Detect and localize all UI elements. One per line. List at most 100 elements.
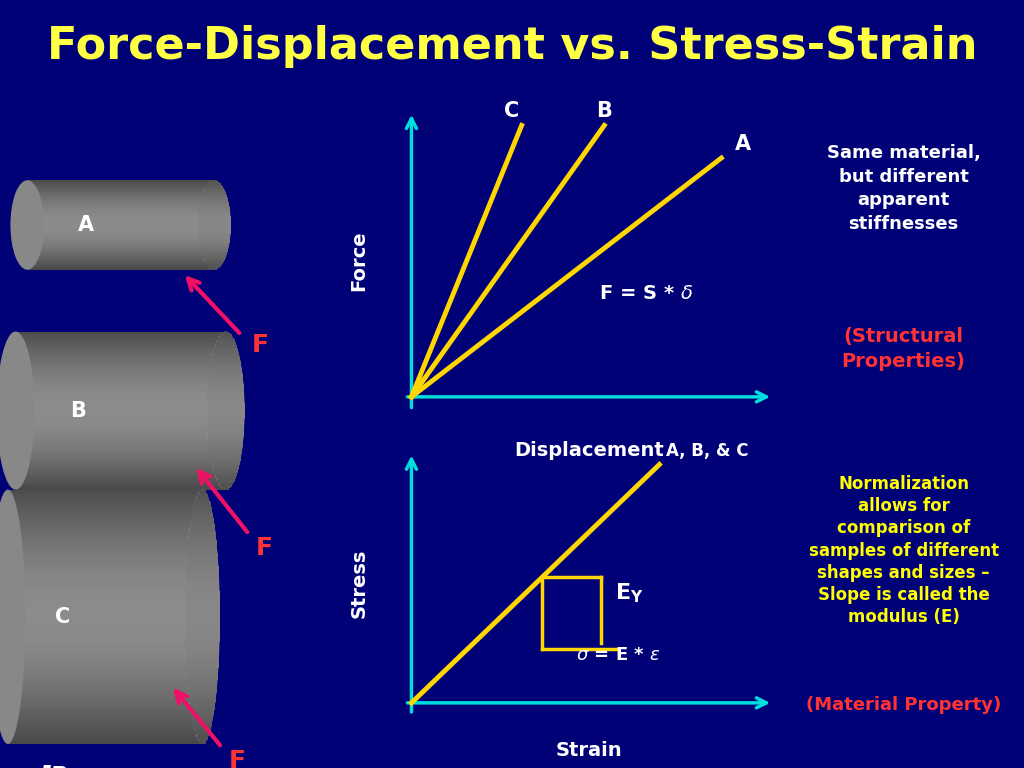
Polygon shape (15, 442, 225, 445)
Polygon shape (220, 485, 231, 487)
Polygon shape (185, 650, 219, 655)
Polygon shape (8, 613, 203, 617)
Polygon shape (8, 549, 203, 553)
Polygon shape (28, 207, 214, 209)
Polygon shape (28, 187, 214, 189)
Polygon shape (15, 463, 225, 466)
Text: Stress: Stress (350, 549, 369, 618)
Polygon shape (205, 187, 223, 189)
Polygon shape (15, 426, 225, 429)
Polygon shape (198, 216, 230, 217)
Polygon shape (218, 337, 233, 339)
Polygon shape (28, 244, 214, 246)
Polygon shape (28, 194, 214, 195)
Polygon shape (8, 574, 203, 578)
Polygon shape (8, 697, 203, 701)
Polygon shape (200, 247, 228, 249)
Polygon shape (15, 363, 225, 366)
Polygon shape (8, 655, 203, 659)
Polygon shape (8, 490, 203, 744)
Polygon shape (209, 445, 243, 448)
Polygon shape (15, 376, 225, 379)
Polygon shape (15, 429, 225, 432)
Polygon shape (189, 528, 215, 532)
Polygon shape (198, 214, 230, 216)
Polygon shape (186, 561, 218, 566)
Polygon shape (195, 727, 211, 731)
Polygon shape (28, 192, 214, 194)
Polygon shape (15, 437, 225, 439)
Polygon shape (8, 578, 203, 583)
Polygon shape (195, 502, 211, 507)
Polygon shape (214, 347, 238, 350)
Polygon shape (198, 211, 230, 213)
Polygon shape (198, 236, 230, 237)
Polygon shape (205, 260, 223, 262)
Polygon shape (185, 647, 219, 650)
Polygon shape (28, 227, 214, 228)
Polygon shape (213, 466, 239, 468)
Polygon shape (28, 257, 214, 258)
Polygon shape (207, 424, 245, 426)
Polygon shape (15, 458, 225, 461)
Polygon shape (8, 672, 203, 676)
Polygon shape (199, 243, 229, 244)
Polygon shape (8, 731, 203, 736)
Polygon shape (207, 402, 245, 406)
Polygon shape (15, 332, 225, 334)
Text: F: F (228, 749, 246, 768)
Polygon shape (8, 642, 203, 647)
Polygon shape (28, 255, 214, 257)
Polygon shape (8, 545, 203, 549)
Polygon shape (8, 490, 203, 494)
Polygon shape (15, 482, 225, 485)
Polygon shape (8, 532, 203, 536)
Polygon shape (214, 472, 238, 474)
Polygon shape (15, 413, 225, 415)
Text: A, B, & C: A, B, & C (667, 442, 749, 460)
Polygon shape (189, 697, 216, 701)
Polygon shape (28, 182, 214, 184)
Polygon shape (8, 710, 203, 714)
Polygon shape (15, 479, 225, 482)
Polygon shape (186, 672, 218, 676)
Polygon shape (15, 369, 225, 371)
Polygon shape (201, 252, 227, 253)
Polygon shape (199, 207, 229, 209)
Polygon shape (210, 450, 242, 452)
Text: (Structural
Properties): (Structural Properties) (842, 327, 966, 371)
Ellipse shape (198, 180, 230, 270)
Polygon shape (198, 234, 230, 236)
Polygon shape (28, 233, 214, 234)
Polygon shape (28, 214, 214, 216)
Polygon shape (191, 515, 213, 519)
Polygon shape (28, 220, 214, 222)
Polygon shape (15, 358, 225, 360)
Polygon shape (188, 693, 216, 697)
Polygon shape (207, 411, 245, 413)
Polygon shape (8, 667, 203, 672)
Polygon shape (187, 684, 217, 689)
Polygon shape (185, 596, 220, 600)
Polygon shape (8, 719, 203, 723)
Polygon shape (187, 545, 217, 549)
Polygon shape (198, 233, 230, 234)
Polygon shape (28, 197, 214, 198)
Polygon shape (209, 442, 243, 445)
Polygon shape (8, 701, 203, 706)
Polygon shape (15, 360, 225, 363)
Polygon shape (222, 332, 229, 334)
Polygon shape (28, 241, 214, 243)
Polygon shape (185, 591, 219, 596)
Polygon shape (207, 400, 245, 402)
Polygon shape (200, 249, 228, 250)
Polygon shape (185, 613, 220, 617)
Ellipse shape (0, 332, 35, 490)
Polygon shape (15, 382, 225, 384)
Polygon shape (198, 238, 230, 240)
Polygon shape (186, 570, 219, 574)
Polygon shape (208, 389, 244, 392)
Polygon shape (8, 659, 203, 664)
Polygon shape (28, 216, 214, 217)
Polygon shape (186, 558, 218, 561)
